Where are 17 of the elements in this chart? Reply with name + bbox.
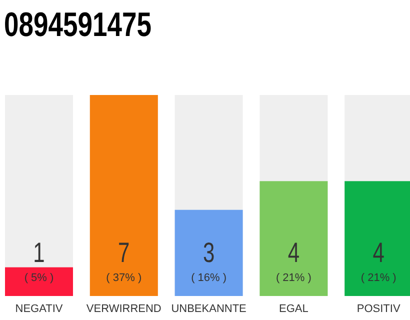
x-tick-label: EGAL (279, 303, 308, 315)
annotation: ( 5% ) (24, 272, 54, 284)
annotation: ( 37% ) (106, 272, 142, 284)
data-label: 4 (288, 238, 300, 269)
annotation: ( 16% ) (191, 272, 227, 284)
bar (5, 267, 73, 296)
x-tick-label: POSITIV (356, 303, 401, 315)
x-tick-label: NEGATIV (15, 303, 64, 315)
annotation: ( 21% ) (276, 272, 312, 284)
data-label: 7 (118, 238, 130, 269)
x-tick-label: VERWIRREND (86, 303, 162, 315)
x-tick-label: UNBEKANNTE (171, 303, 246, 315)
data-label: 4 (372, 238, 385, 269)
annotation: ( 21% ) (360, 272, 396, 284)
data-label: 1 (33, 238, 45, 269)
data-label: 3 (202, 238, 215, 269)
chart-title: 0894591475 (4, 6, 152, 44)
